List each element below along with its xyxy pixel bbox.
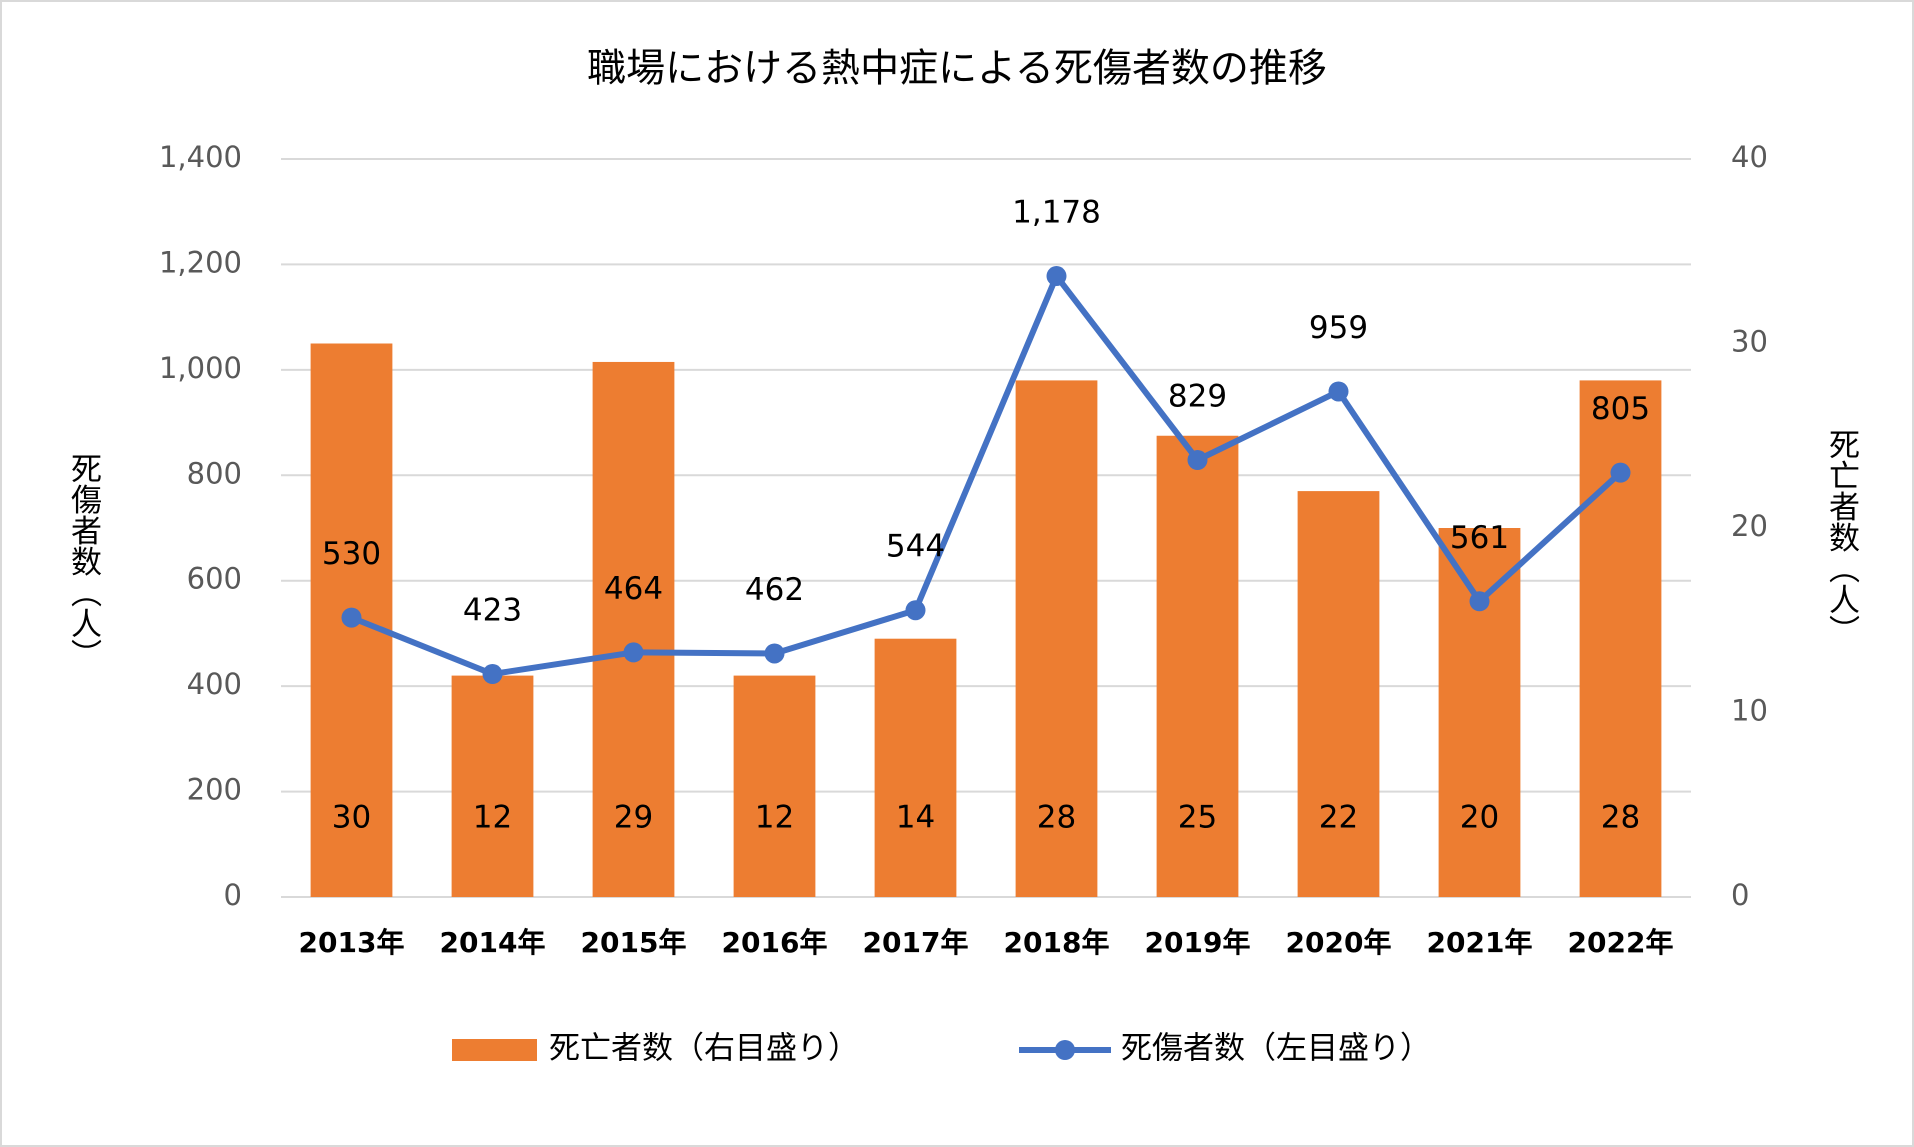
line-marker (1328, 381, 1349, 402)
x-tick-label: 2013年 (299, 926, 405, 959)
y-tick-label: 400 (187, 667, 242, 701)
legend-swatch (452, 1039, 537, 1061)
x-tick-label: 2014年 (440, 926, 546, 959)
bar-value-label: 22 (1319, 800, 1358, 836)
line-marker (341, 607, 362, 628)
bar (1297, 491, 1380, 897)
line-value-label: 544 (886, 529, 945, 565)
y2-tick-label: 30 (1731, 325, 1768, 359)
y-tick-label: 600 (187, 562, 242, 596)
line-marker (623, 642, 644, 663)
y2-axis-title: 死亡者数（人） (1823, 429, 1860, 646)
line-value-label: 530 (322, 536, 381, 572)
line-marker (764, 643, 785, 664)
x-tick-label: 2017年 (863, 926, 969, 959)
line-value-label: 462 (745, 572, 804, 608)
y2-tick-label: 10 (1731, 694, 1768, 728)
bar (874, 638, 957, 897)
bar (1156, 435, 1239, 897)
bar-value-label: 28 (1601, 800, 1640, 836)
y-tick-label: 1,000 (159, 351, 242, 385)
x-tick-label: 2020年 (1286, 926, 1392, 959)
line-value-label: 423 (463, 593, 522, 629)
bar-value-label: 12 (755, 800, 794, 836)
y2-tick-label: 20 (1731, 509, 1768, 543)
line-value-label: 1,178 (1012, 195, 1101, 231)
y-axis-title: 死傷者数（人） (65, 453, 102, 670)
bar-value-label: 25 (1178, 800, 1217, 836)
line-marker (1046, 266, 1067, 287)
line-value-label: 805 (1591, 391, 1650, 427)
x-tick-label: 2016年 (722, 926, 828, 959)
y-tick-label: 800 (187, 456, 242, 490)
bar (451, 675, 534, 897)
legend-label: 死傷者数（左目盛り） (1121, 1031, 1431, 1067)
x-tick-label: 2018年 (1004, 926, 1110, 959)
line-value-label: 829 (1168, 378, 1227, 414)
bar-value-label: 28 (1037, 800, 1076, 836)
bar-value-label: 29 (614, 800, 653, 836)
x-tick-label: 2019年 (1145, 926, 1251, 959)
line (350, 273, 1623, 678)
x-tick-label: 2015年 (581, 926, 687, 959)
chart-title: 職場における熱中症による死傷者数の推移 (587, 47, 1327, 92)
line-value-label: 959 (1309, 310, 1368, 346)
line-marker (905, 600, 926, 621)
bar-value-label: 20 (1460, 800, 1499, 836)
line-marker (482, 664, 503, 685)
x-tick-label: 2022年 (1568, 926, 1674, 959)
legend-label: 死亡者数（右目盛り） (549, 1031, 859, 1067)
y2-tick-label: 0 (1731, 878, 1749, 912)
legend-swatch-marker (1055, 1040, 1075, 1060)
y-tick-label: 1,200 (159, 245, 242, 279)
bar-value-label: 30 (332, 800, 371, 836)
line-value-label: 464 (604, 571, 663, 607)
x-tick-label: 2021年 (1427, 926, 1533, 959)
y-tick-label: 200 (187, 773, 242, 807)
bar-value-label: 14 (896, 800, 935, 836)
bar (592, 361, 675, 897)
bar (1015, 380, 1098, 897)
line-value-label: 561 (1450, 520, 1509, 556)
line-marker (1187, 449, 1208, 470)
y-tick-label: 1,400 (159, 140, 242, 174)
y2-tick-label: 40 (1731, 140, 1768, 174)
y-tick-label: 0 (224, 878, 242, 912)
line-marker (1610, 462, 1631, 483)
bar (733, 675, 816, 897)
bar-value-label: 12 (473, 800, 512, 836)
bar (1438, 528, 1521, 897)
line-marker (1469, 591, 1490, 612)
